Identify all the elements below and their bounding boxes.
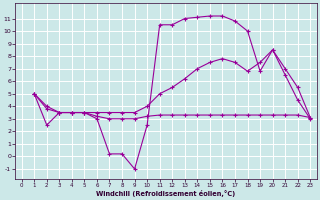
- X-axis label: Windchill (Refroidissement éolien,°C): Windchill (Refroidissement éolien,°C): [96, 190, 236, 197]
